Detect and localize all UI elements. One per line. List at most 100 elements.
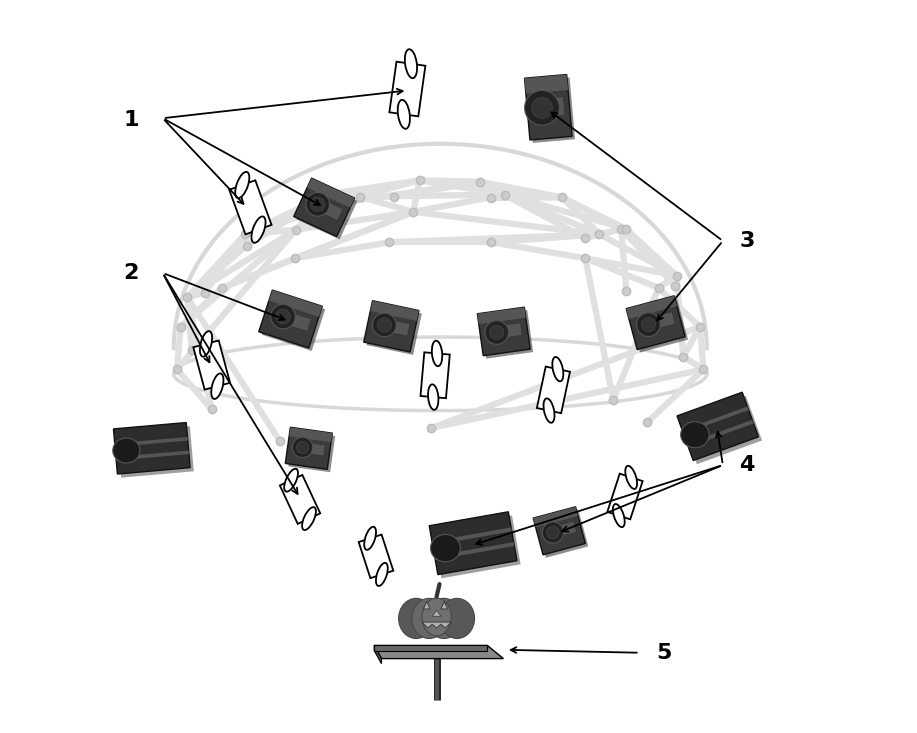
Ellipse shape: [284, 469, 298, 492]
Polygon shape: [229, 180, 271, 235]
Text: 3: 3: [739, 231, 755, 251]
Text: 4: 4: [739, 455, 755, 475]
Ellipse shape: [613, 504, 624, 527]
Polygon shape: [392, 320, 410, 336]
Polygon shape: [525, 75, 572, 140]
Ellipse shape: [680, 421, 709, 448]
Polygon shape: [680, 396, 762, 464]
Polygon shape: [269, 290, 322, 317]
Ellipse shape: [430, 534, 460, 561]
Polygon shape: [525, 75, 568, 94]
Ellipse shape: [296, 441, 309, 454]
Polygon shape: [259, 290, 322, 348]
Ellipse shape: [412, 598, 447, 638]
Polygon shape: [558, 521, 577, 536]
Polygon shape: [504, 323, 523, 338]
Ellipse shape: [641, 317, 656, 332]
Polygon shape: [370, 301, 419, 321]
Polygon shape: [289, 427, 332, 442]
Polygon shape: [677, 392, 758, 460]
Ellipse shape: [428, 384, 438, 410]
Ellipse shape: [251, 216, 266, 243]
Polygon shape: [293, 178, 355, 237]
Polygon shape: [367, 303, 422, 355]
Ellipse shape: [422, 598, 451, 636]
Polygon shape: [533, 507, 578, 527]
Ellipse shape: [200, 331, 212, 357]
Polygon shape: [441, 602, 447, 609]
Ellipse shape: [544, 399, 555, 423]
Polygon shape: [481, 310, 533, 358]
Polygon shape: [288, 430, 336, 472]
Polygon shape: [309, 443, 326, 456]
Polygon shape: [374, 646, 381, 663]
Polygon shape: [435, 542, 514, 560]
Polygon shape: [374, 646, 503, 658]
Ellipse shape: [376, 563, 388, 586]
Polygon shape: [421, 353, 449, 398]
Ellipse shape: [398, 100, 410, 129]
Polygon shape: [374, 646, 487, 652]
Ellipse shape: [404, 49, 417, 78]
Polygon shape: [687, 420, 754, 447]
Polygon shape: [432, 528, 512, 545]
Polygon shape: [536, 509, 589, 558]
Ellipse shape: [311, 197, 325, 211]
Ellipse shape: [547, 526, 559, 539]
Ellipse shape: [532, 97, 552, 118]
Ellipse shape: [542, 522, 564, 543]
Polygon shape: [114, 422, 190, 474]
Polygon shape: [433, 515, 521, 578]
Polygon shape: [626, 296, 677, 319]
Polygon shape: [290, 313, 312, 331]
Ellipse shape: [306, 193, 329, 216]
Ellipse shape: [432, 341, 442, 366]
Polygon shape: [285, 427, 332, 469]
Ellipse shape: [399, 598, 434, 638]
Polygon shape: [548, 97, 565, 117]
Ellipse shape: [293, 437, 313, 457]
Polygon shape: [424, 602, 430, 609]
Polygon shape: [323, 202, 343, 221]
Polygon shape: [536, 366, 570, 413]
Ellipse shape: [302, 507, 315, 530]
Polygon shape: [429, 512, 517, 575]
Polygon shape: [682, 407, 748, 434]
Ellipse shape: [377, 317, 392, 332]
Ellipse shape: [271, 304, 295, 329]
Ellipse shape: [364, 527, 376, 550]
Ellipse shape: [552, 357, 563, 381]
Ellipse shape: [636, 313, 660, 336]
Ellipse shape: [113, 438, 140, 463]
Polygon shape: [629, 299, 688, 353]
Ellipse shape: [372, 313, 396, 336]
Ellipse shape: [276, 309, 291, 324]
Polygon shape: [607, 474, 643, 519]
Polygon shape: [261, 293, 326, 351]
Ellipse shape: [426, 598, 461, 638]
Polygon shape: [117, 426, 193, 478]
Polygon shape: [359, 534, 393, 578]
Ellipse shape: [625, 466, 637, 489]
Polygon shape: [422, 622, 451, 628]
Polygon shape: [527, 78, 575, 143]
Ellipse shape: [236, 172, 249, 198]
Text: 5: 5: [657, 643, 672, 663]
Text: 2: 2: [124, 263, 139, 283]
Polygon shape: [432, 611, 441, 616]
Polygon shape: [296, 181, 358, 240]
Polygon shape: [533, 507, 585, 555]
Ellipse shape: [439, 598, 475, 638]
Ellipse shape: [211, 373, 224, 399]
Polygon shape: [115, 437, 188, 447]
Polygon shape: [193, 340, 230, 390]
Polygon shape: [656, 312, 675, 328]
Ellipse shape: [485, 320, 509, 345]
Polygon shape: [307, 178, 355, 207]
Polygon shape: [390, 62, 425, 117]
Ellipse shape: [490, 325, 503, 339]
Text: 1: 1: [124, 110, 139, 130]
Polygon shape: [280, 475, 320, 524]
Polygon shape: [364, 301, 419, 352]
Ellipse shape: [525, 90, 559, 125]
